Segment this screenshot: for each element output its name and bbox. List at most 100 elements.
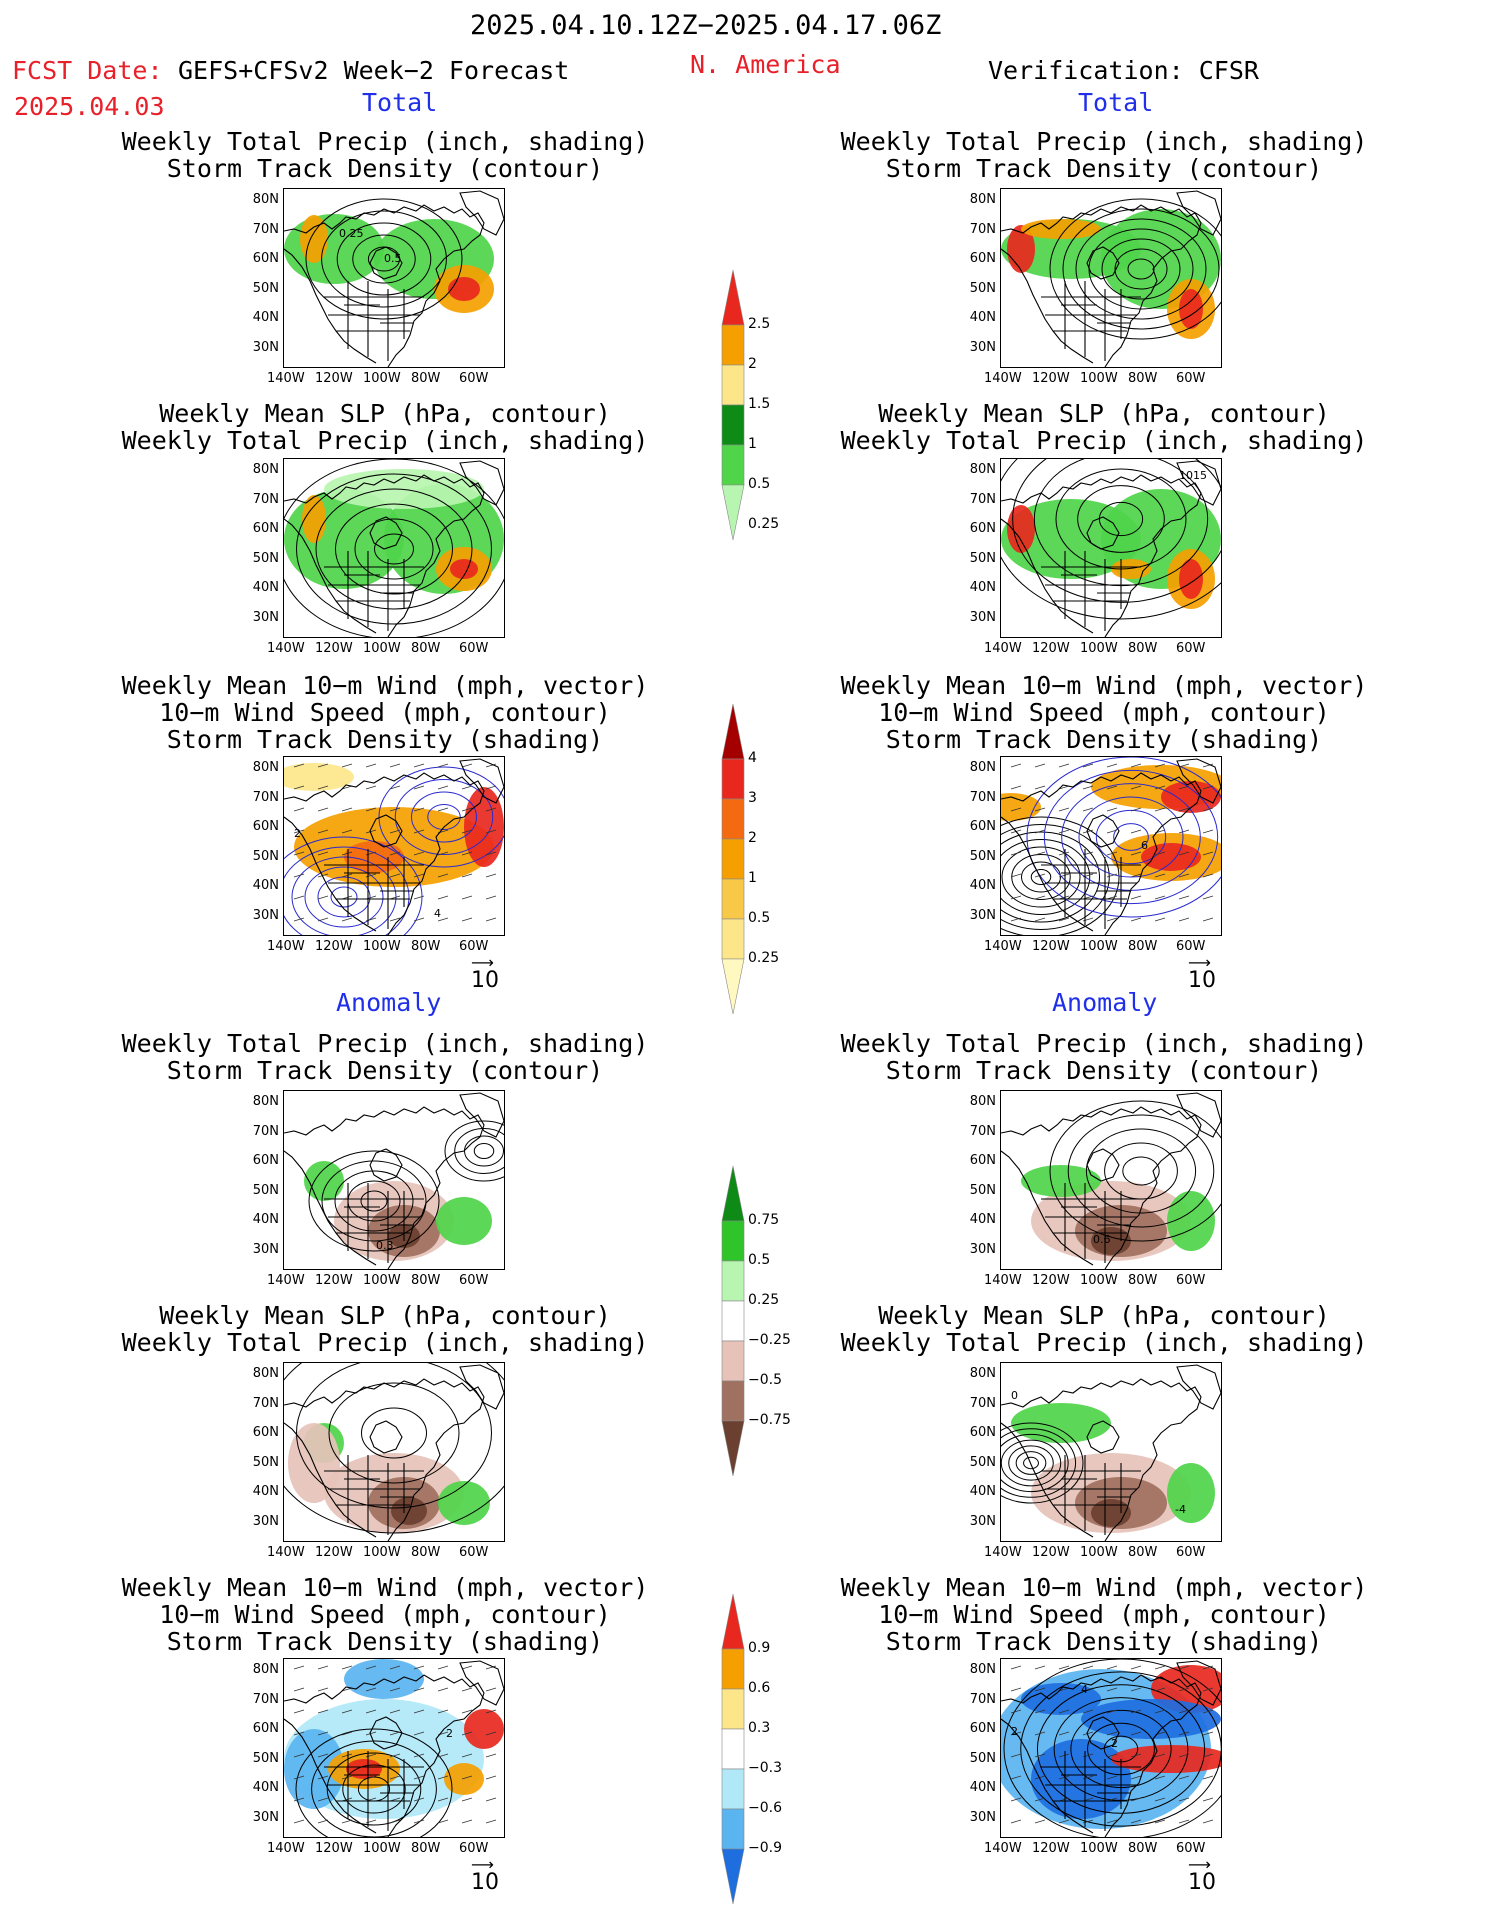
- contour-line: [326, 1752, 422, 1826]
- colorbar-segment: [721, 704, 745, 760]
- colorbar-label: −0.9: [748, 1840, 782, 1856]
- wind-vector: [317, 1797, 329, 1802]
- map-outline: [284, 1674, 485, 1837]
- lon-tick-label: 80W: [1128, 1273, 1158, 1288]
- map-outline: [1176, 1660, 1221, 1706]
- wind-vector: [341, 873, 353, 878]
- map-outline: [1176, 1092, 1221, 1138]
- contour-line: [1015, 1451, 1047, 1475]
- shading-region: [444, 1763, 484, 1795]
- lon-tick-label: 100W: [1080, 1841, 1118, 1856]
- wind-vector: [1130, 1819, 1142, 1824]
- lat-tick-label: 60N: [969, 819, 996, 834]
- panel-title-line: Weekly Total Precip (inch, shading): [121, 426, 649, 455]
- colorbar-segment: [721, 404, 745, 446]
- lon-tick-label: 100W: [1080, 939, 1118, 954]
- wind-vector: [1106, 1819, 1118, 1824]
- lon-tick-label: 120W: [315, 371, 353, 386]
- lon-tick-label: 60W: [1176, 939, 1206, 954]
- lon-tick-label: 80W: [411, 1273, 441, 1288]
- lon-tick-label: 80W: [1128, 939, 1158, 954]
- wind-vector: [485, 917, 497, 922]
- colorbar-segment: [721, 878, 745, 920]
- wind-vector: [365, 785, 377, 790]
- wind-vector: [1082, 1731, 1094, 1736]
- panel-title-line: Weekly Mean SLP (hPa, contour): [159, 1301, 611, 1330]
- wind-vector: [1106, 807, 1118, 812]
- wind-vector: [1034, 763, 1046, 768]
- panel-title-line: Weekly Mean SLP (hPa, contour): [159, 399, 611, 428]
- wind-vector: [1154, 917, 1166, 922]
- panel-title-line: Weekly Mean 10−m Wind (mph, vector): [840, 671, 1368, 700]
- contour-line: [1036, 1684, 1206, 1814]
- wind-vector: [293, 1687, 305, 1692]
- shading-region: [438, 1481, 490, 1525]
- contour-line: [378, 766, 504, 868]
- lat-tick-label: 40N: [252, 878, 279, 893]
- wind-vector: [1154, 785, 1166, 790]
- wind-vector: [1106, 917, 1118, 922]
- lat-tick-label: 80N: [252, 760, 279, 775]
- wind-vector: [485, 1687, 497, 1692]
- contour-line: [342, 1764, 406, 1814]
- contour-line: [304, 866, 384, 928]
- map-outline: [369, 1148, 403, 1182]
- lon-tick-label: 80W: [411, 939, 441, 954]
- map-svg: 0.3: [284, 1092, 504, 1269]
- lon-tick-label: 140W: [984, 939, 1022, 954]
- wind-vector: [341, 1731, 353, 1736]
- colorbar-svg: [721, 704, 745, 1014]
- lon-tick-label: 60W: [1176, 1841, 1206, 1856]
- colorbar-svg: [721, 1594, 745, 1904]
- map-outline: [1176, 1364, 1221, 1410]
- wind-vector: [413, 829, 425, 834]
- lon-tick-label: 80W: [1128, 371, 1158, 386]
- wind-vector: [1106, 1775, 1118, 1780]
- map-outline: [369, 1420, 403, 1454]
- wind-vector: [293, 807, 305, 812]
- wind-vector: [437, 1819, 449, 1824]
- vector-ref-value: 10: [471, 1870, 499, 1895]
- wind-vector: [1130, 763, 1142, 768]
- wind-vector: [1130, 785, 1142, 790]
- map-outline: [284, 204, 485, 367]
- panel-title-line: Weekly Total Precip (inch, shading): [840, 127, 1368, 156]
- panel-title-line: Weekly Mean 10−m Wind (mph, vector): [121, 1573, 649, 1602]
- lat-tick-label: 30N: [969, 1513, 996, 1529]
- wind-vector: [1082, 1687, 1094, 1692]
- lon-tick-label: 140W: [267, 939, 305, 954]
- contour-line: [1030, 869, 1052, 885]
- wind-vector: [317, 807, 329, 812]
- contour-line: [411, 791, 477, 843]
- lon-tick-label: 60W: [459, 1841, 489, 1856]
- wind-vector: [1130, 1665, 1142, 1670]
- wind-vector: [1034, 1687, 1046, 1692]
- wind-vector: [1202, 917, 1214, 922]
- wind-vector: [389, 917, 401, 922]
- contour-line: [1001, 459, 1221, 620]
- panel-title-line: Weekly Mean SLP (hPa, contour): [878, 1301, 1330, 1330]
- lon-tick-label: 100W: [363, 1273, 401, 1288]
- wind-vector: [341, 917, 353, 922]
- wind-vector: [317, 763, 329, 768]
- contour-line: [1001, 1422, 1084, 1504]
- map-outline: [459, 190, 504, 236]
- colorbar-label: 0.25: [748, 950, 780, 966]
- map-outline: [1086, 814, 1120, 848]
- vector-ref-value: 10: [1188, 1870, 1216, 1895]
- wind-vector: [1034, 1753, 1046, 1758]
- wind-vector: [1154, 807, 1166, 812]
- wind-vector: [1130, 917, 1142, 922]
- wind-vector: [413, 1665, 425, 1670]
- contour-line: [1001, 839, 1091, 915]
- wind-vector: [413, 785, 425, 790]
- colorbar-label: 0.5: [748, 476, 771, 492]
- lat-tick-label: 70N: [969, 1691, 996, 1707]
- colorbar-segment: [721, 1688, 745, 1730]
- contour-line: [394, 779, 494, 855]
- wind-vector: [485, 829, 497, 834]
- wind-vector: [293, 1819, 305, 1824]
- wind-vector: [1034, 1731, 1046, 1736]
- colorbar-segment: [721, 838, 745, 880]
